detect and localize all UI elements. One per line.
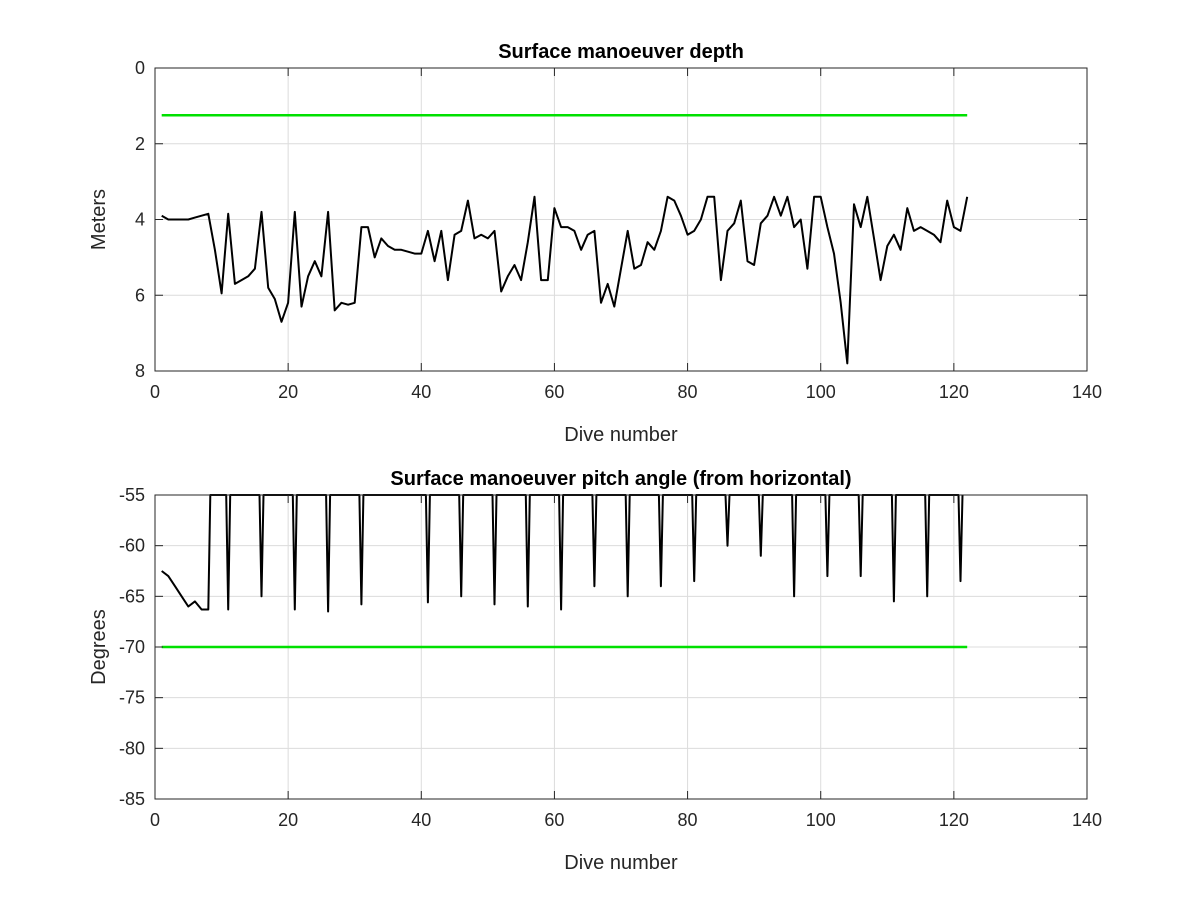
pitch-axes: 0 20 40 60 80 100 120 140 -55 -60 -65 -70 -75 -80 -85… [88, 468, 1102, 874]
depth-grid [155, 68, 1087, 371]
pitch-x-tick-label: 120 [939, 810, 969, 830]
depth-y-tick-label: 4 [135, 210, 145, 230]
depth-x-tick-label: 100 [806, 382, 836, 402]
depth-x-tick-label: 80 [678, 382, 698, 402]
pitch-y-ticks: -55 -60 -65 -70 -75 -80 -85 [119, 485, 1087, 809]
depth-x-tick-label: 140 [1072, 382, 1102, 402]
pitch-y-tick-label: -85 [119, 789, 145, 809]
pitch-x-tick-label: 60 [544, 810, 564, 830]
pitch-x-tick-label: 0 [150, 810, 160, 830]
depth-x-tick-label: 120 [939, 382, 969, 402]
depth-y-ticks: 0 2 4 6 8 [135, 58, 1087, 381]
depth-x-ticks: 0 20 40 60 80 100 120 140 [150, 68, 1102, 402]
depth-measured-line [161, 195, 969, 365]
pitch-y-tick-label: -65 [119, 586, 145, 606]
pitch-y-tick-label: -80 [119, 738, 145, 758]
depth-y-tick-label: 0 [135, 58, 145, 78]
pitch-x-ticks: 0 20 40 60 80 100 120 140 [150, 495, 1102, 830]
pitch-chart-title: Surface manoeuver pitch angle (from hori… [390, 468, 851, 490]
pitch-y-tick-label: -60 [119, 536, 145, 556]
depth-x-tick-label: 60 [544, 382, 564, 402]
depth-chart-title: Surface manoeuver depth [498, 41, 744, 63]
depth-y-tick-label: 8 [135, 361, 145, 381]
depth-x-tick-label: 0 [150, 382, 160, 402]
pitch-series [161, 494, 968, 649]
depth-series [161, 114, 969, 365]
depth-y-axis-label: Meters [88, 189, 110, 250]
pitch-x-tick-label: 140 [1072, 810, 1102, 830]
depth-y-tick-label: 6 [135, 285, 145, 305]
pitch-x-tick-label: 100 [806, 810, 836, 830]
pitch-x-tick-label: 40 [411, 810, 431, 830]
pitch-y-axis-label: Degrees [88, 609, 110, 685]
depth-x-axis-label: Dive number [564, 424, 678, 446]
depth-x-tick-label: 20 [278, 382, 298, 402]
depth-axes: 0 20 40 60 80 100 120 140 0 2 4 6 8 Surface manoeuv… [88, 41, 1102, 446]
pitch-measured-line [161, 494, 964, 613]
pitch-x-tick-label: 20 [278, 810, 298, 830]
pitch-x-axis-label: Dive number [564, 852, 678, 874]
pitch-y-tick-label: -75 [119, 688, 145, 708]
depth-y-tick-label: 2 [135, 134, 145, 154]
pitch-y-tick-label: -70 [119, 637, 145, 657]
pitch-x-tick-label: 80 [678, 810, 698, 830]
pitch-y-tick-label: -55 [119, 485, 145, 505]
depth-x-tick-label: 40 [411, 382, 431, 402]
